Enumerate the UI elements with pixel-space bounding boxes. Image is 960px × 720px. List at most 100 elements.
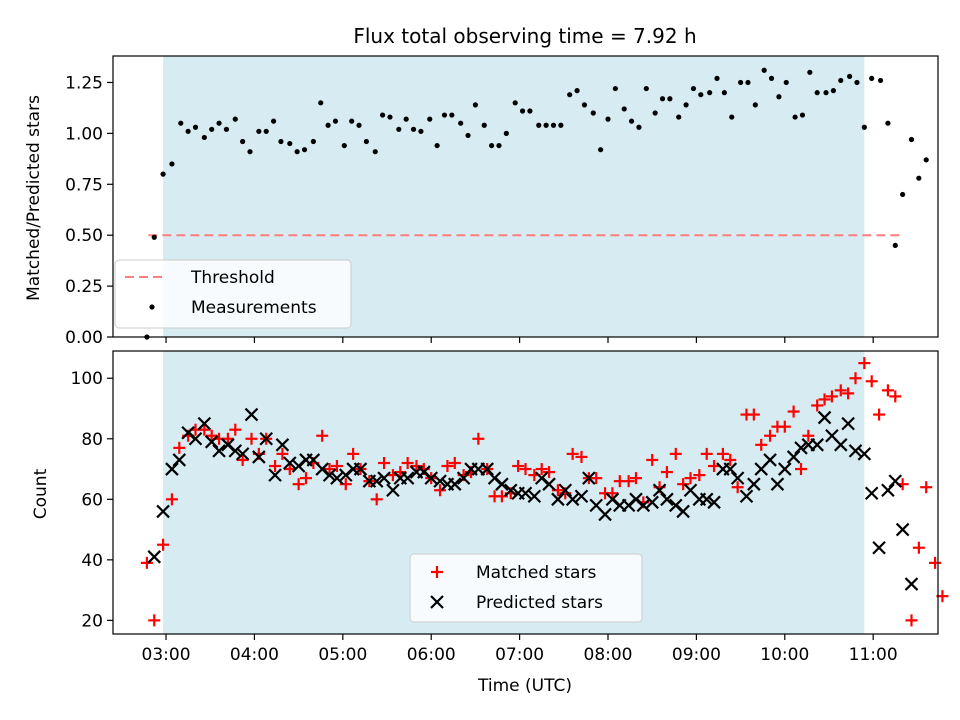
measurement-point <box>201 134 207 141</box>
predicted-star-point <box>275 438 290 452</box>
matched-star-point <box>693 469 706 482</box>
matched-star-point <box>912 541 925 554</box>
x-tick-label: 09:00 <box>672 645 721 665</box>
matched-star-point <box>347 447 360 460</box>
matched-star-point <box>330 460 343 473</box>
matched-star-point <box>370 493 383 506</box>
matched-star-point <box>575 450 588 463</box>
measurement-point <box>441 112 448 118</box>
predicted-star-point <box>527 489 542 504</box>
predicted-star-point <box>747 477 761 491</box>
measurement-point <box>496 142 502 149</box>
matched-star-point <box>221 432 234 445</box>
measurement-point <box>707 90 713 96</box>
measurement-point <box>752 102 758 108</box>
predicted-star-point <box>582 471 596 485</box>
x-axis-label: Time (UTC) <box>477 676 572 696</box>
matched-star-point <box>622 475 635 488</box>
measurement-point <box>256 128 262 134</box>
predicted-star-point <box>864 486 879 501</box>
predicted-star-point <box>888 474 903 488</box>
count-panel: 20 40 60 80 100 03:00 04:00 05:00 06:00 07:00 08:… <box>31 350 949 696</box>
predicted-star-point <box>881 483 895 498</box>
predicted-star-point <box>386 483 400 498</box>
measurement-point <box>503 130 509 136</box>
matched-star-point <box>825 390 838 403</box>
matched-star-point <box>811 399 824 412</box>
measurement-point <box>574 88 580 94</box>
x-tick-label: 08:00 <box>584 645 633 665</box>
matched-star-point <box>441 460 454 473</box>
predicted-star-point <box>558 483 573 498</box>
measurement-point <box>567 92 573 98</box>
predicted-star-point <box>645 495 659 510</box>
predicted-star-point <box>456 471 471 485</box>
count-x-axis: 03:00 04:00 05:00 06:00 07:00 08:00 09:00 10:00… <box>142 634 898 665</box>
ratio-y-axis: 0.00 0.25 0.50 0.75 1.00 1.25 <box>65 73 113 348</box>
matched-star-point <box>802 429 815 442</box>
matched-star-point <box>881 384 894 397</box>
matched-star-point <box>818 393 831 406</box>
matched-star-point <box>236 453 249 466</box>
measurement-point <box>643 85 649 92</box>
matched-star-point <box>731 481 744 494</box>
matched-star-point <box>316 429 329 442</box>
matched-star-point <box>794 463 807 476</box>
measurement-point <box>698 92 704 98</box>
predicted-star-point <box>424 471 438 485</box>
matched-star-point <box>394 466 407 479</box>
matched-star-point <box>865 375 878 388</box>
y-tick-label: 20 <box>81 611 103 631</box>
y-tick-label: 100 <box>71 369 103 389</box>
measurement-point <box>216 120 222 126</box>
matched-star-point <box>842 387 855 400</box>
matched-star-point <box>849 372 862 385</box>
predicted-star-point <box>652 483 667 498</box>
predicted-star-point <box>503 483 518 498</box>
measurement-point <box>861 124 867 130</box>
predicted-star-point <box>495 477 509 491</box>
predicted-star-point <box>369 474 384 488</box>
y-tick-label: 80 <box>81 430 103 450</box>
measurement-point <box>814 90 820 96</box>
measurement-point <box>923 157 929 163</box>
measurement-point <box>900 191 906 198</box>
measurement-point <box>434 142 440 149</box>
predicted-star-point <box>400 471 415 485</box>
measurements-legend-swatch <box>149 304 155 310</box>
predicted-star-point <box>377 471 391 485</box>
predicted-star-point <box>598 507 612 522</box>
predicted-star-point <box>794 441 808 455</box>
predicted-star-point <box>723 462 738 476</box>
measurement-point <box>527 108 533 114</box>
measurement-point <box>294 149 300 155</box>
chart-title: Flux total observing time = 7.92 h <box>353 24 696 48</box>
matched-star-point <box>700 447 713 460</box>
measurement-point <box>807 69 813 75</box>
measurement-point <box>247 149 253 155</box>
matched-star-point <box>669 447 682 460</box>
matched-star-point <box>292 478 305 491</box>
y-tick-label: 60 <box>81 490 103 510</box>
predicted-star-point <box>244 407 259 422</box>
measurement-point <box>605 116 611 122</box>
x-tick-label: 07:00 <box>495 645 544 665</box>
measurement-point <box>403 116 409 122</box>
threshold-legend-label: Threshold <box>190 268 275 288</box>
ratio-panel-frame <box>112 55 939 338</box>
predicted-star-point <box>147 550 162 564</box>
measurement-point <box>240 138 246 145</box>
predicted-star-point <box>699 492 714 507</box>
measurement-point <box>714 75 720 81</box>
measurement-point <box>301 147 308 153</box>
matched-star-point <box>165 493 178 506</box>
matched-star-point <box>378 456 391 469</box>
predicted-legend-swatch <box>430 595 444 609</box>
measurement-point <box>823 90 829 96</box>
predicted-star-point <box>730 471 745 485</box>
predicted-star-point <box>228 444 243 458</box>
matched-star-point <box>299 472 312 485</box>
measurement-point <box>287 140 293 147</box>
measurement-point <box>387 114 393 120</box>
